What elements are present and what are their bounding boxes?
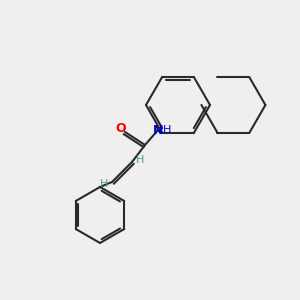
Text: O: O: [116, 122, 126, 134]
Text: N: N: [153, 124, 163, 136]
Text: H: H: [136, 155, 144, 165]
Text: H: H: [100, 179, 108, 189]
Text: H: H: [163, 125, 171, 135]
